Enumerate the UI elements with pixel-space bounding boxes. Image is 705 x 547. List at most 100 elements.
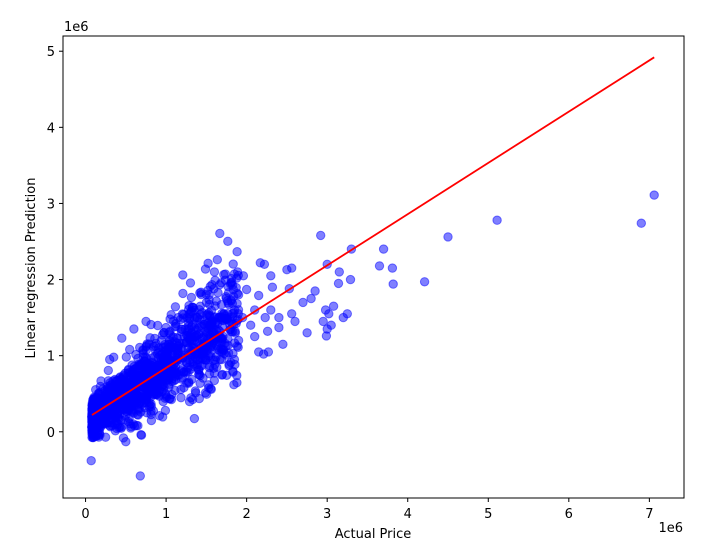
data-point [136, 430, 146, 440]
data-point [229, 305, 240, 315]
data-point [443, 232, 453, 242]
x-axis-ticks: 0 1 2 3 4 5 6 7 [81, 498, 654, 522]
data-point [306, 293, 316, 304]
data-point [141, 342, 151, 352]
y-axis-offset-label: 1e6 [64, 20, 89, 35]
data-point [99, 414, 109, 424]
data-point [225, 316, 236, 327]
data-point [207, 317, 217, 328]
data-point [388, 279, 398, 289]
y-tick-label: 1 [47, 350, 55, 365]
data-point [142, 385, 152, 395]
data-point [334, 267, 344, 277]
data-point [322, 324, 332, 334]
data-point [378, 244, 389, 254]
data-point [115, 373, 125, 383]
data-point [126, 423, 136, 433]
x-tick-label: 6 [565, 507, 573, 522]
y-tick-label: 0 [47, 426, 55, 441]
data-point [189, 413, 200, 424]
data-point [287, 309, 297, 319]
plot-frame [62, 35, 685, 499]
data-point [103, 365, 114, 376]
data-point [214, 280, 225, 290]
data-point [195, 378, 205, 388]
data-point [117, 333, 127, 343]
data-point [226, 296, 237, 306]
data-point [229, 380, 239, 390]
data-point [374, 261, 385, 271]
y-tick-label: 5 [47, 45, 55, 60]
x-tick-label: 0 [81, 507, 89, 522]
data-point [246, 320, 256, 330]
data-point [233, 335, 244, 346]
data-point [209, 267, 220, 277]
data-point [200, 264, 211, 274]
data-point [492, 215, 502, 225]
data-point [345, 274, 356, 285]
data-point [260, 312, 270, 323]
data-point [100, 432, 111, 442]
data-point [135, 471, 146, 481]
data-point [318, 316, 328, 327]
data-point [250, 331, 260, 342]
data-point [282, 265, 292, 275]
data-point [636, 218, 646, 228]
data-point [262, 326, 273, 336]
data-point [145, 364, 155, 375]
data-point [128, 369, 138, 379]
data-point [387, 263, 398, 273]
data-point [121, 352, 132, 362]
y-tick-label: 3 [47, 197, 55, 212]
data-point [210, 359, 220, 370]
data-point [125, 344, 135, 355]
data-point [217, 369, 228, 380]
data-point [190, 386, 201, 396]
data-point [186, 292, 197, 303]
data-point [290, 316, 300, 327]
data-point [129, 324, 139, 334]
data-point [213, 344, 223, 354]
data-point [186, 330, 196, 341]
data-point [194, 393, 205, 404]
data-point [232, 247, 242, 257]
data-point [170, 302, 181, 312]
data-point [241, 284, 252, 295]
data-point [118, 396, 128, 407]
data-point [120, 415, 131, 425]
data-point [91, 423, 102, 433]
data-point [302, 328, 312, 338]
data-point [233, 290, 244, 300]
data-point [141, 316, 151, 327]
data-point [146, 353, 156, 363]
data-point [201, 297, 212, 308]
data-point [228, 367, 238, 377]
data-point [176, 393, 186, 403]
x-tick-label: 3 [323, 507, 331, 522]
data-point [254, 290, 264, 301]
data-point [136, 390, 146, 400]
data-point [298, 297, 308, 308]
regression-line [91, 56, 655, 416]
data-point [178, 270, 188, 280]
data-point [149, 389, 159, 400]
data-point [121, 406, 131, 416]
data-point [419, 277, 430, 287]
x-axis-label: Actual Price [335, 527, 412, 542]
data-point [146, 415, 157, 426]
data-point [228, 259, 238, 269]
x-tick-label: 7 [645, 507, 653, 522]
y-tick-label: 2 [47, 274, 55, 289]
data-point [158, 412, 168, 422]
data-point [316, 230, 326, 241]
data-point [267, 282, 278, 292]
data-point [194, 369, 204, 380]
data-point [154, 360, 164, 370]
data-point [171, 367, 181, 378]
data-point [206, 305, 217, 316]
data-point [215, 312, 226, 322]
data-point [219, 269, 229, 280]
data-point [328, 301, 339, 311]
